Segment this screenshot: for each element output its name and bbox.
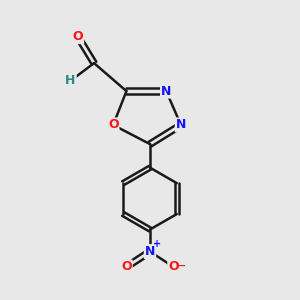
Text: H: H [65,74,76,87]
Text: N: N [161,85,171,98]
Text: O: O [121,260,132,273]
Text: −: − [177,260,187,270]
Text: O: O [73,30,83,43]
Text: N: N [145,245,155,258]
Text: N: N [176,118,186,131]
Text: O: O [168,260,179,273]
Text: +: + [153,239,161,249]
Text: O: O [108,118,119,131]
